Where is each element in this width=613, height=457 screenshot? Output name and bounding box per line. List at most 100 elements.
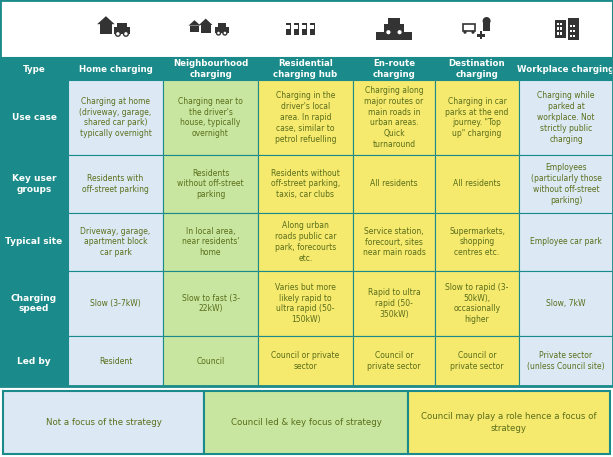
Bar [353,213,435,271]
Bar [163,271,258,336]
Bar [0,336,68,386]
Bar [258,271,353,336]
Text: Employees
(particularly those
without off-street
parking): Employees (particularly those without of… [531,163,601,205]
Bar [0,58,68,80]
Text: Rapid to ultra
rapid (50-
350kW): Rapid to ultra rapid (50- 350kW) [368,288,421,319]
Bar [258,213,353,271]
Text: Resident: Resident [99,356,132,366]
Bar [68,213,163,271]
Circle shape [123,32,128,36]
Bar [376,32,411,40]
Bar [573,25,575,27]
Bar [560,32,562,35]
Bar [163,336,258,386]
Bar [163,155,258,213]
Text: Residents without
off-street parking,
taxis, car clubs: Residents without off-street parking, ta… [271,169,340,199]
Bar [0,0,613,386]
Text: Council or
private sector: Council or private sector [451,351,504,371]
Text: Residents with
off-street parking: Residents with off-street parking [82,174,149,194]
Bar [389,18,400,24]
Bar [477,34,485,37]
Bar [294,23,299,35]
Text: Driveway, garage,
apartment block
car park: Driveway, garage, apartment block car pa… [80,227,151,257]
Bar [258,155,353,213]
Bar [117,22,127,27]
Text: Slow (3-7kW): Slow (3-7kW) [90,299,141,308]
Bar [519,155,613,213]
Text: Type: Type [23,64,45,74]
Text: Led by: Led by [17,356,51,366]
Circle shape [223,31,227,35]
Text: Council: Council [196,356,224,366]
Bar [302,25,306,29]
Bar [68,80,163,155]
Text: Slow, 7kW: Slow, 7kW [546,299,586,308]
Bar [163,58,258,80]
Bar [114,27,130,34]
Bar [200,25,211,33]
Bar [68,155,163,213]
Bar [435,213,519,271]
Text: Charging
speed: Charging speed [11,294,57,313]
Bar [384,24,403,32]
Text: Slow to fast (3-
22kW): Slow to fast (3- 22kW) [181,294,240,314]
Text: Workplace charging: Workplace charging [517,64,613,74]
Text: En-route
charging: En-route charging [373,59,416,79]
Text: Council may play a role hence a focus of
strategy: Council may play a role hence a focus of… [421,413,596,432]
Bar [573,30,575,32]
Text: In local area,
near residents'
home: In local area, near residents' home [181,227,239,257]
Bar [215,27,229,33]
Bar [68,336,163,386]
Polygon shape [188,20,200,26]
Bar [68,271,163,336]
Bar [294,25,299,29]
Bar [463,24,476,31]
Text: Charging in the
driver's local
area. In rapid
case, similar to
petrol refuelling: Charging in the driver's local area. In … [275,91,337,143]
Bar [218,23,226,27]
Text: Charging while
parked at
workplace. Not
strictly public
charging: Charging while parked at workplace. Not … [537,91,595,143]
Bar [3,391,204,454]
Text: Council led & key focus of strategy: Council led & key focus of strategy [230,418,381,427]
Bar [573,35,575,37]
Bar [310,23,315,35]
Bar [435,58,519,80]
Text: Charging near to
the driver's
house, typically
overnight: Charging near to the driver's house, typ… [178,97,243,138]
Bar [0,80,68,155]
Text: All residents: All residents [453,180,501,188]
Circle shape [115,32,120,36]
Bar [286,25,291,29]
Bar [258,58,353,80]
Bar [484,19,490,31]
Text: Service station,
forecourt, sites
near main roads: Service station, forecourt, sites near m… [362,227,425,257]
Bar [480,32,482,39]
Text: Charging at home
(driveway, garage,
shared car park)
typically overnight: Charging at home (driveway, garage, shar… [79,97,151,138]
Polygon shape [97,16,115,24]
Bar [435,155,519,213]
Bar [204,391,408,454]
Bar [353,58,435,80]
Bar [0,213,68,271]
Text: Residential
charging hub: Residential charging hub [273,59,338,79]
Text: Not a focus of the strategy: Not a focus of the strategy [45,418,161,427]
Bar [435,271,519,336]
Text: Use case: Use case [12,113,56,122]
Bar [408,391,610,454]
Bar [258,80,353,155]
Text: Along urban
roads public car
park, forecourts
etc.: Along urban roads public car park, forec… [275,221,337,263]
Bar [310,25,314,29]
Text: Typical site: Typical site [6,238,63,246]
Circle shape [463,31,466,34]
Bar [0,0,613,58]
Text: Council or private
sector: Council or private sector [272,351,340,371]
Bar [99,24,112,34]
Bar [570,30,572,32]
Text: Neighbourhood
charging: Neighbourhood charging [173,59,248,79]
Circle shape [216,31,221,35]
Bar [0,271,68,336]
Bar [68,58,163,80]
Circle shape [482,17,490,25]
Text: Home charging: Home charging [78,64,153,74]
Bar [302,23,307,35]
Bar [519,336,613,386]
Circle shape [471,31,474,34]
